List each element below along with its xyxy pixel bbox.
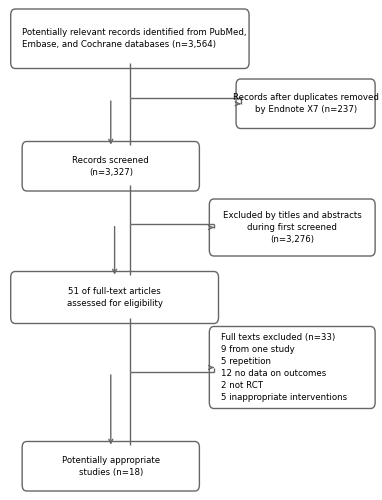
Text: Potentially relevant records identified from PubMed,
Embase, and Cochrane databa: Potentially relevant records identified … <box>22 28 247 50</box>
FancyBboxPatch shape <box>209 199 375 256</box>
FancyBboxPatch shape <box>11 9 249 68</box>
FancyBboxPatch shape <box>11 272 219 324</box>
Text: Records screened
(n=3,327): Records screened (n=3,327) <box>73 156 149 177</box>
Text: Potentially appropriate
studies (n=18): Potentially appropriate studies (n=18) <box>62 456 160 477</box>
FancyBboxPatch shape <box>22 142 199 191</box>
FancyBboxPatch shape <box>22 442 199 491</box>
Text: Excluded by titles and abstracts
during first screened
(n=3,276): Excluded by titles and abstracts during … <box>223 211 362 244</box>
FancyBboxPatch shape <box>236 79 375 128</box>
Text: Full texts excluded (n=33)
9 from one study
5 repetition
12 no data on outcomes
: Full texts excluded (n=33) 9 from one st… <box>221 332 347 402</box>
FancyBboxPatch shape <box>209 326 375 408</box>
Text: Records after duplicates removed
by Endnote X7 (n=237): Records after duplicates removed by Endn… <box>233 93 379 114</box>
Text: 51 of full-text articles
assessed for eligibility: 51 of full-text articles assessed for el… <box>66 287 163 308</box>
